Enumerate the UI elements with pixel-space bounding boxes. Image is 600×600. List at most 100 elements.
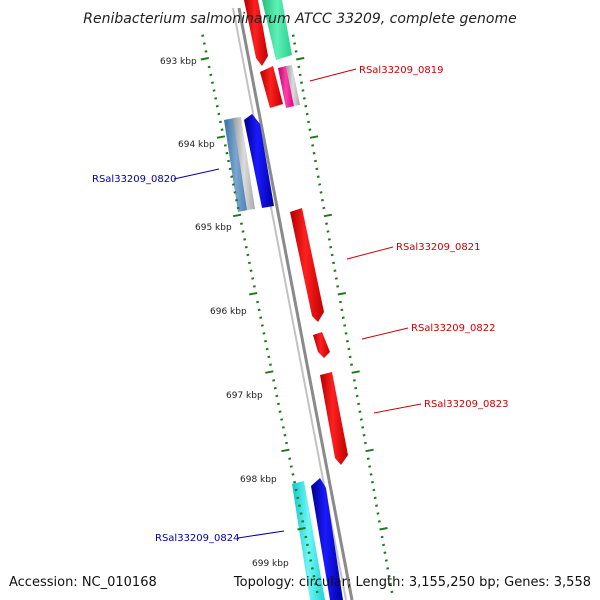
ruler-major-tick	[265, 370, 274, 374]
ruler-minor-tick	[310, 567, 314, 570]
ruler-ticks	[200, 34, 394, 594]
ruler-label-696: 696 kbp	[210, 307, 247, 317]
gene-label-0824[interactable]: RSal33209_0824	[155, 533, 239, 544]
ruler-minor-tick	[327, 238, 331, 241]
ruler-major-tick	[309, 135, 319, 139]
ruler-minor-tick	[241, 230, 245, 233]
ruler-minor-tick	[214, 97, 218, 100]
ruler-minor-tick	[272, 379, 276, 382]
ruler-minor-tick	[239, 222, 243, 225]
gene-label-0821[interactable]: RSal33209_0821	[396, 242, 480, 253]
ruler-minor-tick	[336, 285, 340, 288]
ruler-minor-tick	[311, 144, 315, 147]
ruler-minor-tick	[267, 355, 271, 359]
cds-feature-red-0819[interactable]	[260, 66, 283, 108]
ruler-minor-tick	[333, 269, 337, 272]
ruler-major-tick	[297, 527, 306, 531]
ruler-minor-tick	[373, 496, 377, 500]
ruler-minor-tick	[343, 324, 347, 327]
ruler-minor-tick	[202, 42, 206, 45]
ruler-minor-tick	[305, 543, 309, 547]
ruler-minor-tick	[218, 120, 222, 124]
cds-feature-green-top[interactable]	[262, 0, 292, 60]
ruler-minor-tick	[352, 379, 356, 382]
leader-line-0822	[361, 327, 409, 340]
gene-label-0819[interactable]: RSal33209_0819	[359, 65, 443, 76]
ruler-minor-tick	[320, 198, 324, 202]
ruler-minor-tick	[362, 433, 366, 437]
ruler-minor-tick	[309, 559, 313, 562]
cds-feature-red-0823[interactable]	[320, 372, 348, 465]
ruler-minor-tick	[231, 183, 235, 186]
ruler-label-693: 693 kbp	[160, 57, 197, 67]
ruler-minor-tick	[334, 277, 338, 280]
ruler-minor-tick	[294, 488, 298, 492]
ruler-minor-tick	[246, 253, 250, 257]
ruler-minor-tick	[358, 410, 362, 413]
gene-label-0823[interactable]: RSal33209_0823	[424, 399, 508, 410]
gene-label-0820[interactable]: RSal33209_0820	[92, 174, 176, 185]
ruler-minor-tick	[212, 89, 216, 92]
ruler-minor-tick	[204, 50, 208, 53]
ruler-minor-tick	[350, 363, 354, 366]
leader-line-0820	[173, 168, 220, 180]
ruler-minor-tick	[293, 42, 297, 45]
ruler-minor-tick	[273, 386, 277, 390]
ruler-major-tick	[216, 135, 226, 139]
cds-feature-grey-0819[interactable]	[286, 65, 300, 106]
ruler-minor-tick	[249, 269, 253, 272]
ruler-minor-tick	[307, 551, 311, 554]
ruler-minor-tick	[366, 457, 370, 460]
leader-line-0821	[346, 246, 394, 260]
cds-feature-grey-0820[interactable]	[233, 117, 255, 210]
cds-feature-blue-0824[interactable]	[311, 478, 343, 600]
ruler-minor-tick	[348, 355, 352, 359]
ruler-minor-tick	[315, 167, 319, 171]
ruler-minor-tick	[341, 316, 345, 319]
ruler-label-699: 699 kbp	[252, 559, 289, 569]
ruler-major-tick	[379, 527, 388, 531]
ruler-minor-tick	[265, 347, 269, 351]
cds-feature-red-0822[interactable]	[313, 332, 330, 358]
cds-feature-red-0821[interactable]	[290, 208, 324, 322]
cds-feature-cyan-0824[interactable]	[292, 481, 325, 600]
ruler-minor-tick	[314, 582, 318, 586]
leader-line-0823	[373, 403, 422, 414]
ruler-major-tick	[296, 57, 305, 61]
cds-feature-blue-0820[interactable]	[244, 114, 274, 208]
ruler-minor-tick	[285, 441, 289, 445]
ruler-minor-tick	[228, 167, 232, 171]
ruler-minor-tick	[293, 480, 297, 484]
ruler-minor-tick	[361, 426, 365, 429]
ruler-minor-tick	[344, 332, 348, 335]
ruler-minor-tick	[288, 457, 292, 460]
cds-feature-steel-0820[interactable]	[224, 118, 248, 212]
ruler-major-tick	[351, 370, 360, 374]
ruler-minor-tick	[359, 418, 363, 421]
ruler-minor-tick	[326, 230, 330, 233]
ruler-minor-tick	[369, 473, 373, 476]
ruler-minor-tick	[307, 120, 311, 124]
ruler-minor-tick	[312, 151, 316, 155]
ruler-minor-tick	[297, 504, 301, 507]
gene-label-0822[interactable]: RSal33209_0822	[411, 323, 495, 334]
cds-feature-red-top[interactable]	[244, 0, 268, 66]
ruler-minor-tick	[256, 300, 260, 304]
ruler-minor-tick	[304, 104, 308, 108]
ruler-minor-tick	[233, 191, 237, 194]
ruler-minor-tick	[322, 206, 326, 210]
ruler-label-697: 697 kbp	[226, 391, 263, 401]
ruler-minor-tick	[298, 73, 302, 77]
ruler-label-694: 694 kbp	[178, 140, 215, 150]
ruler-minor-tick	[382, 543, 386, 547]
ruler-minor-tick	[235, 198, 239, 202]
ruler-minor-tick	[313, 159, 317, 163]
ruler-minor-tick	[230, 175, 234, 178]
ruler-minor-tick	[375, 504, 379, 507]
ruler-minor-tick	[325, 222, 329, 225]
ruler-minor-tick	[252, 285, 256, 288]
cds-feature-magenta-0819[interactable]	[278, 66, 294, 108]
ruler-minor-tick	[223, 144, 227, 147]
ruler-minor-tick	[236, 206, 240, 210]
